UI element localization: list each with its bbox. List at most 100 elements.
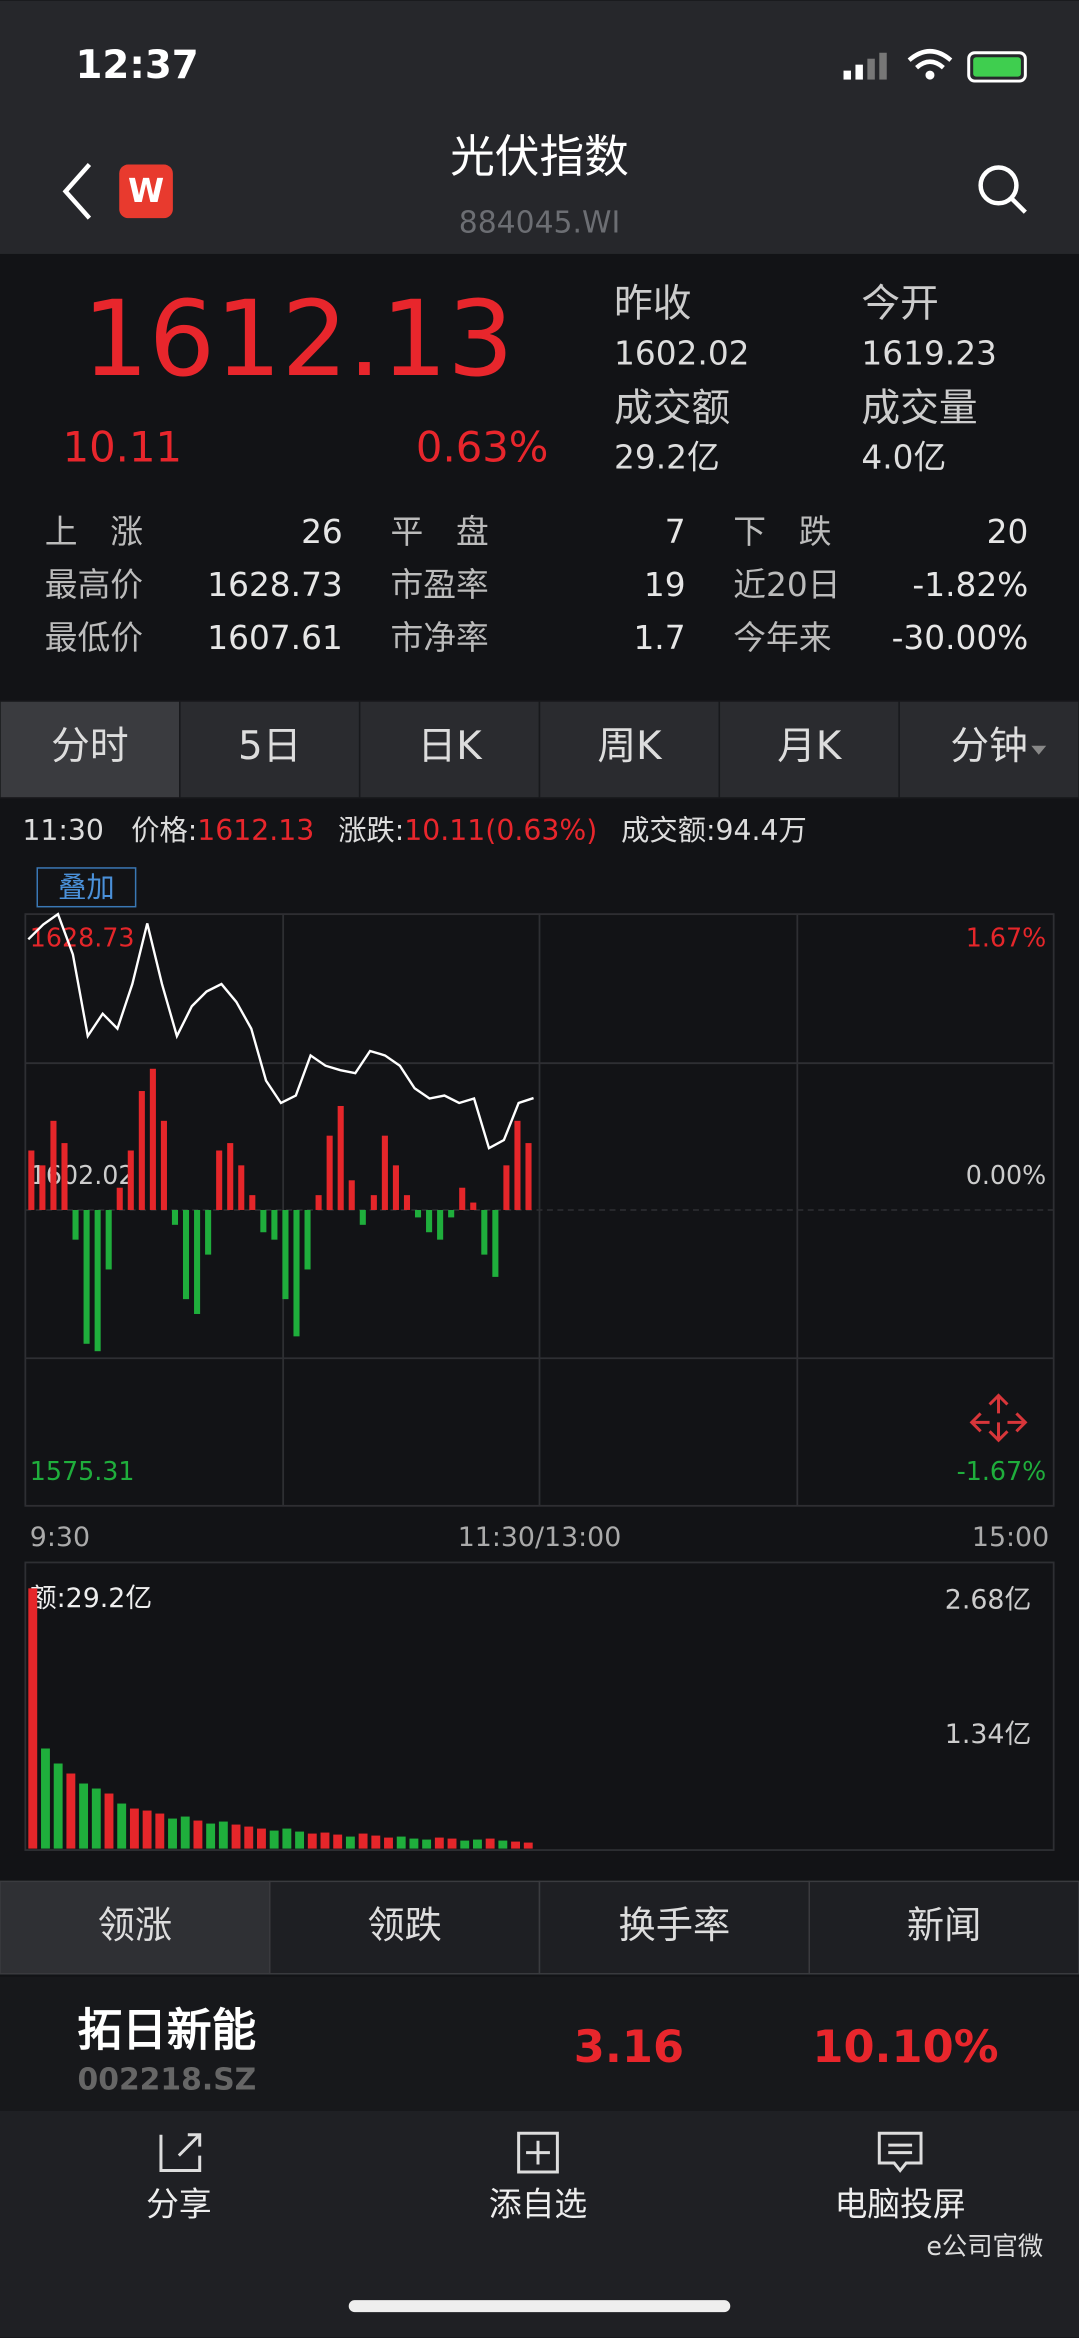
tab-label[interactable]: 分时 bbox=[51, 724, 128, 769]
volume-bar bbox=[295, 1831, 305, 1849]
x-tick-label: 11:30/13:00 bbox=[458, 1522, 622, 1553]
tab[interactable] bbox=[718, 700, 900, 799]
change-bar bbox=[492, 1209, 499, 1277]
change-bar bbox=[72, 1209, 79, 1240]
volume-bar bbox=[206, 1823, 216, 1849]
change-bar bbox=[503, 1165, 510, 1210]
lower-tab[interactable] bbox=[269, 1880, 541, 1975]
volume-bar bbox=[422, 1839, 432, 1849]
fullscreen-icon[interactable] bbox=[969, 1393, 1028, 1443]
signal bbox=[855, 64, 863, 80]
y2-tick-label: 1.67% bbox=[966, 922, 1046, 952]
last-price: 1612.13 bbox=[82, 278, 513, 400]
grid-label: 市净率 bbox=[390, 619, 488, 657]
watermark: e公司官微 bbox=[926, 2231, 1043, 2261]
change-bar bbox=[326, 1135, 333, 1210]
lower-tab-label[interactable]: 领跌 bbox=[367, 1903, 442, 1947]
overlay-button-label[interactable]: 叠加 bbox=[58, 871, 115, 904]
change-bar bbox=[238, 1165, 245, 1210]
x-tick-label: 9:30 bbox=[30, 1522, 90, 1553]
app-logo: W bbox=[128, 172, 164, 210]
overlay-button[interactable] bbox=[36, 867, 137, 908]
tab-label[interactable]: 月K bbox=[777, 724, 843, 769]
status-icons bbox=[843, 49, 1027, 83]
grid-label: 平 盘 bbox=[390, 513, 488, 551]
grid-label: 今年来 bbox=[733, 619, 831, 657]
add-icon bbox=[517, 2131, 559, 2174]
change-bar bbox=[459, 1187, 466, 1210]
volume-bar bbox=[345, 1836, 355, 1849]
lower-tab[interactable] bbox=[808, 1880, 1079, 1975]
toolbar-label[interactable]: 电脑投屏 bbox=[835, 2185, 966, 2223]
grid-value: 1607.61 bbox=[207, 619, 343, 657]
tab[interactable] bbox=[898, 700, 1079, 799]
volume-bar bbox=[104, 1793, 114, 1849]
volume-bar bbox=[282, 1828, 292, 1849]
change-bar bbox=[171, 1209, 179, 1225]
tab-label[interactable]: 日K bbox=[418, 724, 484, 769]
toolbar-label[interactable]: 添自选 bbox=[489, 2185, 587, 2223]
y2-tick-label: 0.00% bbox=[966, 1160, 1046, 1190]
info-value: 94.4万 bbox=[716, 814, 807, 847]
change-bar bbox=[271, 1209, 278, 1240]
home-indicator bbox=[348, 2300, 731, 2313]
change-bar bbox=[149, 1068, 156, 1210]
change-bar bbox=[426, 1209, 433, 1233]
status-time: 12:37 bbox=[75, 43, 198, 88]
stat-value: 1619.23 bbox=[861, 334, 997, 372]
volume-bar bbox=[193, 1820, 203, 1849]
lower-tab[interactable] bbox=[0, 1880, 271, 1975]
volume-bar bbox=[142, 1810, 152, 1849]
x-tick-label: 15:00 bbox=[972, 1522, 1049, 1553]
grid-label: 近20日 bbox=[733, 566, 840, 604]
volume-bar bbox=[472, 1839, 482, 1849]
tab[interactable] bbox=[538, 700, 721, 799]
change-bar bbox=[414, 1209, 422, 1218]
change-bar bbox=[293, 1209, 300, 1337]
stock-row[interactable] bbox=[0, 1976, 1079, 2111]
change-bar bbox=[337, 1105, 344, 1210]
change-bar bbox=[216, 1150, 223, 1210]
lower-tab-label[interactable]: 领涨 bbox=[98, 1903, 173, 1947]
y-tick-label: 1602.02 bbox=[30, 1160, 135, 1190]
volume-bar bbox=[371, 1835, 381, 1849]
volume-bar bbox=[28, 1588, 38, 1849]
stock-name: 拓日新能 bbox=[77, 2004, 256, 2056]
info-label: 成交额: bbox=[621, 814, 715, 847]
change-bar bbox=[160, 1120, 167, 1210]
tab-label[interactable]: 分钟 bbox=[950, 724, 1027, 769]
tab[interactable] bbox=[0, 700, 181, 799]
change-bar bbox=[392, 1165, 399, 1210]
volume-bar bbox=[409, 1838, 419, 1849]
lower-tab-label[interactable]: 新闻 bbox=[907, 1903, 982, 1947]
volume-bar bbox=[269, 1830, 279, 1849]
grid-value: 19 bbox=[644, 566, 686, 604]
change-bar bbox=[359, 1209, 366, 1225]
volume-bar bbox=[307, 1833, 317, 1849]
header-bg bbox=[0, 0, 1079, 254]
change-bar bbox=[315, 1195, 322, 1210]
toolbar-icons bbox=[159, 2131, 923, 2174]
y2-tick-label: -1.67% bbox=[957, 1456, 1047, 1486]
y-tick-label: 1628.73 bbox=[30, 922, 135, 952]
volume-bar bbox=[129, 1808, 139, 1849]
tab-label[interactable]: 周K bbox=[597, 724, 663, 769]
search-button[interactable] bbox=[978, 165, 1027, 214]
grid-label: 上 涨 bbox=[45, 513, 143, 551]
back-button[interactable] bbox=[62, 163, 92, 220]
info-value: 10.11(0.63%) bbox=[404, 814, 597, 847]
toolbar-label[interactable]: 分享 bbox=[146, 2185, 212, 2223]
lower-tab-label[interactable]: 换手率 bbox=[618, 1903, 730, 1947]
signal bbox=[843, 70, 851, 80]
tab[interactable] bbox=[358, 700, 541, 799]
price-percent: 0.63% bbox=[416, 423, 549, 472]
change-bar bbox=[282, 1209, 289, 1300]
volume-bar bbox=[117, 1803, 127, 1849]
grid-value: -1.82% bbox=[912, 566, 1028, 604]
grid-label: 下 跌 bbox=[733, 513, 831, 551]
stat-value: 1602.02 bbox=[614, 334, 750, 372]
tab[interactable] bbox=[179, 700, 361, 799]
tab-label[interactable]: 5日 bbox=[238, 724, 301, 769]
signal bbox=[879, 52, 887, 80]
